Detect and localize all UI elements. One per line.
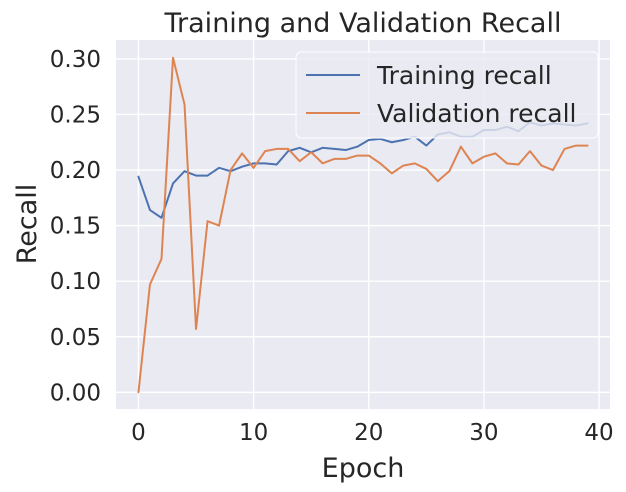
legend: Training recall Validation recall bbox=[295, 51, 599, 139]
validation-recall-line bbox=[137, 56, 589, 394]
y-tick-label: 0.15 bbox=[50, 214, 101, 240]
y-tick-label: 0.20 bbox=[50, 158, 101, 184]
chart-title: Training and Validation Recall bbox=[164, 8, 562, 39]
y-tick-label: 0.25 bbox=[50, 102, 101, 128]
x-axis-ticks: 0 10 20 30 40 bbox=[131, 420, 614, 446]
y-tick-label: 0.05 bbox=[50, 325, 101, 351]
y-tick-label: 0.30 bbox=[50, 47, 101, 73]
y-axis-label: Recall bbox=[12, 184, 43, 265]
legend-label-training: Training recall bbox=[376, 61, 552, 90]
y-axis-ticks: 0.00 0.05 0.10 0.15 0.20 0.25 0.30 bbox=[50, 47, 101, 406]
x-tick-label: 40 bbox=[584, 420, 613, 446]
legend-box bbox=[295, 51, 599, 139]
x-tick-label: 0 bbox=[131, 420, 146, 446]
y-tick-label: 0.10 bbox=[50, 269, 101, 295]
x-tick-label: 30 bbox=[469, 420, 498, 446]
x-tick-label: 10 bbox=[239, 420, 268, 446]
x-axis-label: Epoch bbox=[322, 453, 405, 484]
legend-label-validation: Validation recall bbox=[377, 99, 576, 128]
x-tick-label: 20 bbox=[354, 420, 383, 446]
y-tick-label: 0.00 bbox=[50, 380, 101, 406]
